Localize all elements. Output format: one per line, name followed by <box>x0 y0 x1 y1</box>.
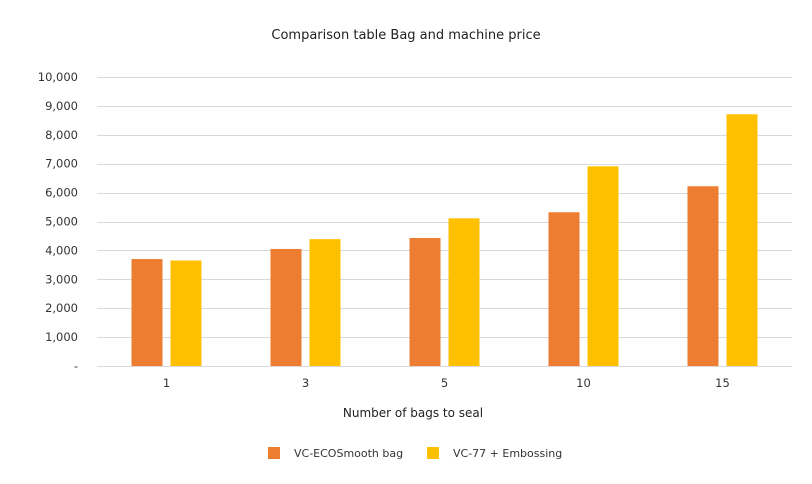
x-tick-label: 1 <box>163 376 170 390</box>
y-tick-label: 10,000 <box>38 70 78 84</box>
chart-title: Comparison table Bag and machine price <box>271 28 540 43</box>
bar-series-2 <box>726 114 758 366</box>
legend-swatch <box>268 447 280 459</box>
gridlines <box>97 77 792 367</box>
y-tick-label: 6,000 <box>45 186 78 200</box>
bar-series-2 <box>170 260 202 366</box>
bar-series-1 <box>131 259 163 366</box>
x-tick-label: 10 <box>576 376 591 390</box>
bar-series-1 <box>409 237 441 366</box>
bar-series-1 <box>548 212 580 366</box>
x-axis-ticks: 1 3 5 10 15 <box>163 376 730 390</box>
x-tick-label: 3 <box>302 376 309 390</box>
bar-series-1 <box>270 248 302 366</box>
bar-series-2 <box>309 239 341 366</box>
legend-label: VC-ECOSmooth bag <box>294 447 403 460</box>
legend-swatch <box>427 447 439 459</box>
x-axis-label: Number of bags to seal <box>343 406 483 420</box>
y-tick-label: 3,000 <box>45 272 78 286</box>
legend: VC-ECOSmooth bag VC-77 + Embossing <box>268 447 562 460</box>
y-tick-label: 5,000 <box>45 215 78 229</box>
y-tick-label: - <box>74 359 78 373</box>
legend-label: VC-77 + Embossing <box>453 447 562 460</box>
y-tick-label: 4,000 <box>45 243 78 257</box>
y-tick-label: 2,000 <box>45 301 78 315</box>
y-axis-ticks: - 1,000 2,000 3,000 4,000 5,000 6,000 7,000 8,00… <box>38 70 78 373</box>
y-tick-label: 7,000 <box>45 157 78 171</box>
y-tick-label: 9,000 <box>45 99 78 113</box>
bar-series-2 <box>448 218 480 366</box>
x-tick-label: 15 <box>715 376 730 390</box>
bar-series-2 <box>587 166 619 366</box>
x-tick-label: 5 <box>441 376 448 390</box>
bars <box>131 114 758 366</box>
y-tick-label: 8,000 <box>45 128 78 142</box>
y-tick-label: 1,000 <box>45 330 78 344</box>
bar-series-1 <box>687 186 719 366</box>
